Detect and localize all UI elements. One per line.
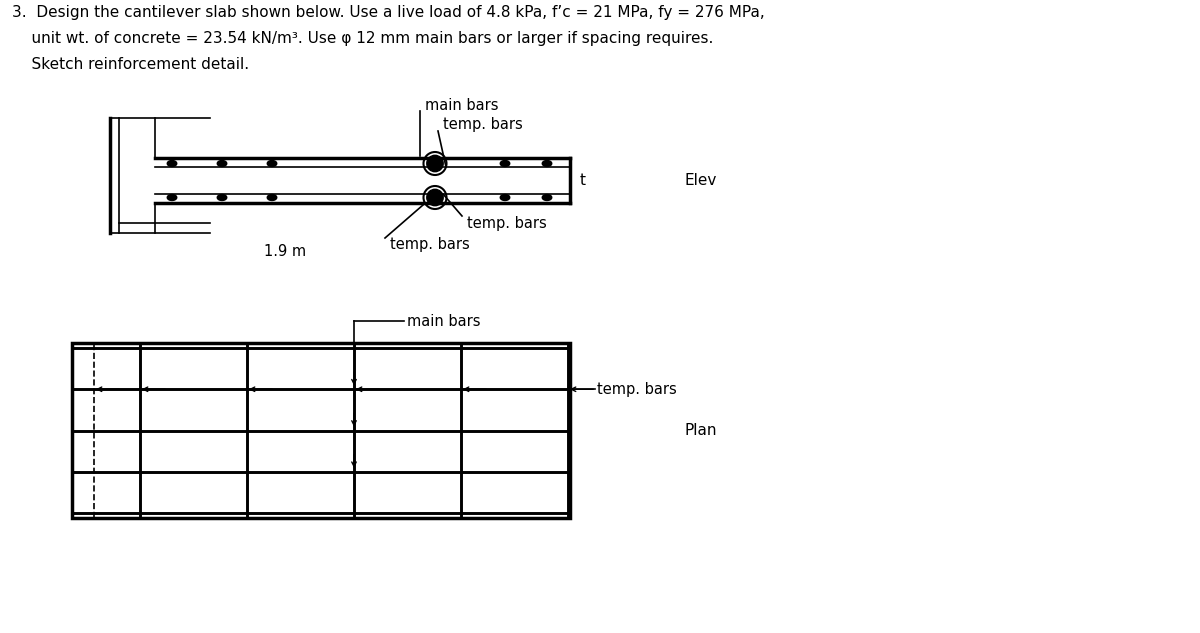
Text: temp. bars: temp. bars xyxy=(467,215,547,230)
Ellipse shape xyxy=(167,161,176,166)
Circle shape xyxy=(427,189,443,206)
Ellipse shape xyxy=(167,194,176,201)
Text: Plan: Plan xyxy=(685,423,718,438)
Ellipse shape xyxy=(217,194,227,201)
Ellipse shape xyxy=(217,161,227,166)
Text: main bars: main bars xyxy=(407,313,480,329)
Ellipse shape xyxy=(542,194,552,201)
Text: Sketch reinforcement detail.: Sketch reinforcement detail. xyxy=(12,57,250,72)
Text: temp. bars: temp. bars xyxy=(390,237,469,253)
Ellipse shape xyxy=(268,161,277,166)
Bar xyxy=(72,343,570,518)
Circle shape xyxy=(427,155,443,172)
Text: temp. bars: temp. bars xyxy=(598,382,677,397)
Ellipse shape xyxy=(268,194,277,201)
Ellipse shape xyxy=(542,161,552,166)
Text: 3.  Design the cantilever slab shown below. Use a live load of 4.8 kPa, f’c = 21: 3. Design the cantilever slab shown belo… xyxy=(12,5,764,20)
Ellipse shape xyxy=(500,161,510,166)
Text: 1.9 m: 1.9 m xyxy=(264,244,306,258)
Text: Elev: Elev xyxy=(685,173,718,188)
Text: main bars: main bars xyxy=(425,97,498,113)
Text: temp. bars: temp. bars xyxy=(443,118,523,132)
Text: t: t xyxy=(580,173,586,188)
Text: unit wt. of concrete = 23.54 kN/m³. Use φ 12 mm main bars or larger if spacing r: unit wt. of concrete = 23.54 kN/m³. Use … xyxy=(12,31,713,46)
Ellipse shape xyxy=(500,194,510,201)
